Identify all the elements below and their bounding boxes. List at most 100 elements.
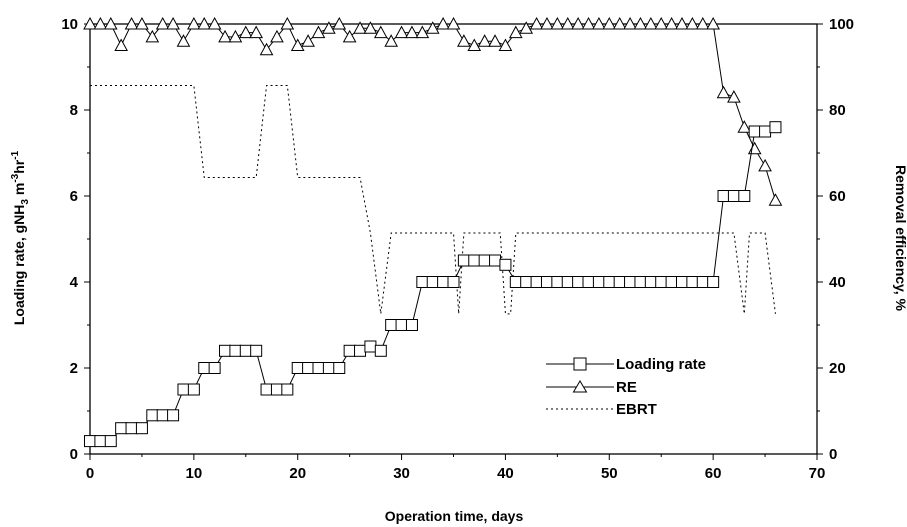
re-point	[737, 120, 752, 133]
re-point	[467, 38, 482, 51]
loading-rate-point	[125, 422, 138, 435]
y-left-title-sup2: -1	[10, 150, 21, 159]
loading-rate-point	[104, 435, 117, 448]
legend-marker-triangle	[572, 380, 588, 393]
re-point	[332, 16, 347, 30]
re-point	[446, 16, 461, 30]
legend-label-ebrt: EBRT	[616, 401, 657, 418]
re-point	[322, 21, 336, 34]
y-left-tick-label: 2	[70, 360, 78, 377]
x-tick-label: 60	[705, 465, 722, 482]
re-point	[280, 16, 295, 30]
loading-rate-point	[270, 383, 283, 396]
y-left-tick-label: 10	[61, 16, 78, 33]
y-left-title-hr: hr	[11, 159, 27, 174]
loading-rate-point	[520, 276, 533, 288]
re-point	[218, 29, 232, 43]
x-tick-labels: 0 10 20 30 40 50 60 70	[86, 465, 826, 482]
re-point	[560, 16, 575, 30]
re-point	[498, 38, 513, 51]
re-point	[155, 16, 170, 30]
y-left-title-sub: 3	[20, 199, 31, 205]
re-point	[394, 25, 409, 39]
legend-label-re: RE	[616, 379, 637, 396]
loading-rate-point	[281, 383, 294, 396]
loading-rate-point	[530, 276, 543, 288]
loading-rate-point	[707, 276, 720, 288]
loading-rate-point	[727, 190, 740, 202]
re-point	[228, 29, 243, 43]
re-point	[581, 16, 596, 30]
loading-rate-point	[146, 409, 159, 422]
loading-rate-point	[540, 276, 553, 288]
loading-rate-point	[84, 435, 96, 448]
loading-rate-point	[260, 383, 273, 396]
re-point	[768, 193, 783, 206]
y-left-tick-labels: 0 2 4 6 8 10	[61, 16, 78, 463]
loading-rate-point	[291, 362, 304, 374]
loading-rate-point	[135, 422, 148, 435]
loading-rate-point	[167, 409, 180, 422]
re-point	[425, 21, 440, 34]
y-left-tick-label: 0	[70, 446, 78, 463]
re-point	[488, 34, 502, 47]
re-line	[90, 23, 776, 201]
loading-rate-point	[177, 383, 190, 396]
loading-rate-point	[613, 276, 626, 288]
re-point	[612, 16, 627, 30]
y-left-title-sup1: -3	[10, 173, 21, 182]
x-axis-title: Operation time, days	[385, 508, 524, 524]
re-point	[540, 16, 554, 30]
re-point	[83, 16, 97, 30]
re-point	[550, 16, 565, 30]
legend-item-ebrt: EBRT	[546, 401, 657, 418]
re-point	[353, 21, 367, 34]
re-point	[571, 16, 585, 30]
loading-rate-point	[229, 344, 242, 357]
loading-rate-point	[385, 319, 398, 331]
y-left-tick-label: 4	[70, 274, 79, 291]
loading-rate-point	[634, 276, 647, 288]
re-point	[508, 25, 523, 39]
re-point	[384, 34, 399, 47]
loading-rate-point	[499, 258, 512, 271]
x-tick-label: 50	[601, 465, 618, 482]
loading-rate-point	[748, 125, 761, 138]
loading-rate-point	[592, 276, 605, 288]
y-right-tick-label: 40	[829, 274, 846, 291]
loading-rate-point	[426, 276, 439, 288]
y-right-tick-label: 100	[829, 16, 854, 33]
re-point	[457, 34, 471, 47]
loading-rate-point	[302, 362, 315, 374]
ebrt-line	[90, 84, 776, 315]
loading-rate-point	[219, 344, 232, 357]
loading-rate-point	[644, 276, 657, 288]
re-point	[238, 25, 253, 39]
x-tick-label: 0	[86, 465, 94, 482]
re-point	[197, 16, 212, 30]
loading-rate-point	[322, 362, 335, 374]
loading-rate-point	[250, 344, 263, 357]
loading-rate-point	[738, 190, 751, 202]
loading-rate-point	[405, 319, 418, 331]
loading-rate-point	[551, 276, 564, 288]
re-point	[685, 16, 700, 30]
y-right-tick-label: 20	[829, 360, 846, 377]
re-point	[342, 29, 357, 43]
loading-rate-point	[769, 121, 782, 134]
loading-rate-point	[603, 276, 616, 288]
y-right-tick-labels: 0 20 40 60 80 100	[829, 16, 854, 463]
re-point	[664, 16, 679, 30]
re-point	[135, 16, 149, 30]
loading-rate-point	[208, 362, 221, 374]
loading-rate-point	[582, 276, 595, 288]
x-tick-label: 10	[186, 465, 203, 482]
re-point	[415, 25, 430, 39]
loading-rate-point	[686, 276, 699, 288]
re-point	[706, 16, 720, 30]
re-point	[477, 34, 492, 47]
re-point	[93, 16, 108, 30]
re-point	[311, 25, 326, 39]
loading-rate-point	[416, 276, 429, 288]
